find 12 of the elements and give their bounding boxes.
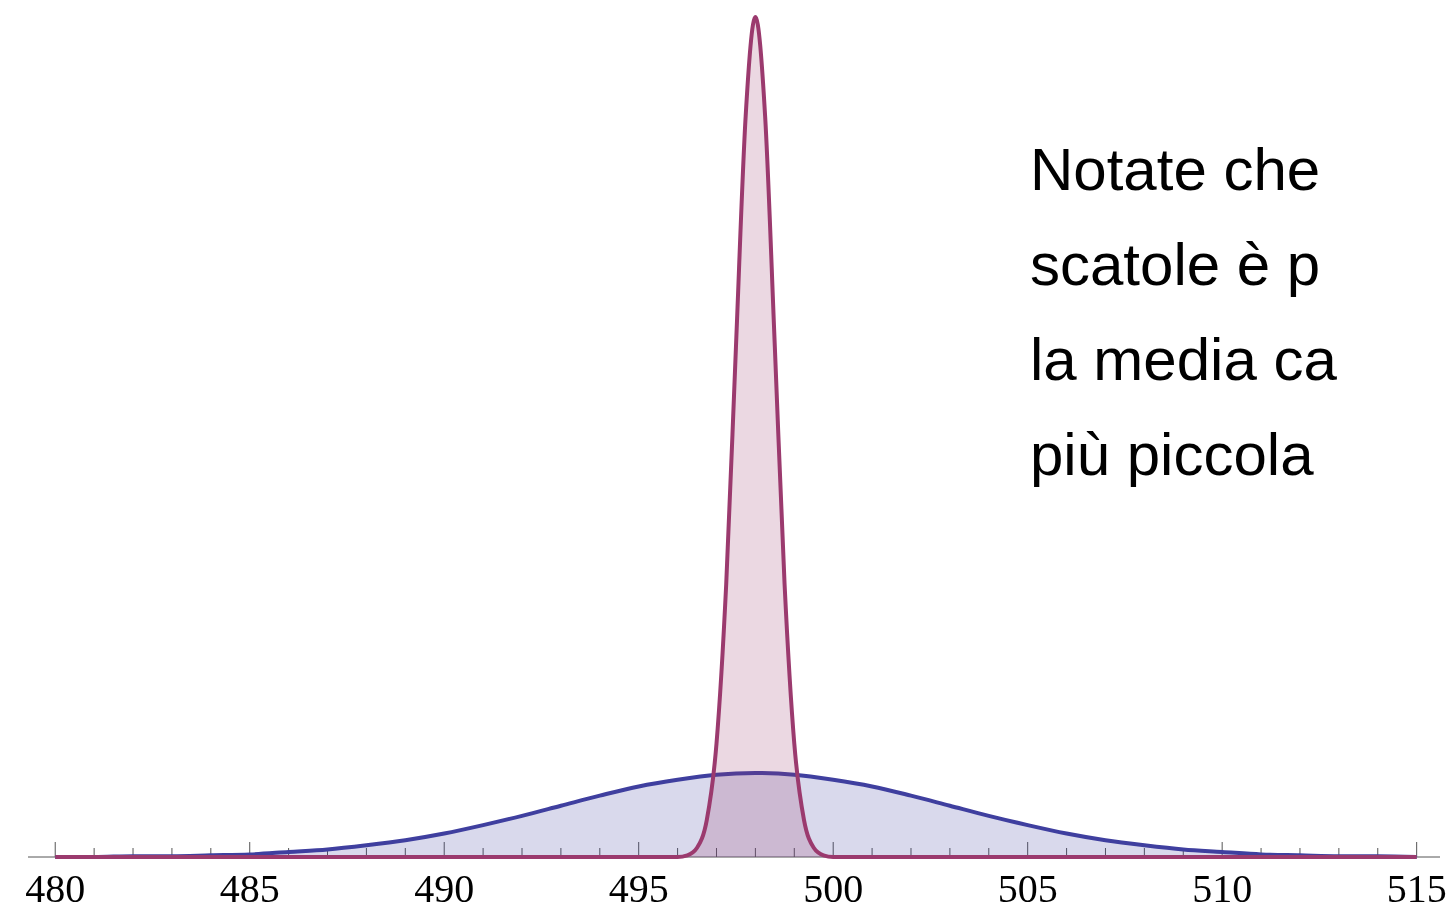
x-tick-label: 480: [25, 866, 86, 909]
annotation: la media ca: [1030, 326, 1338, 393]
annotation: scatole è p: [1030, 231, 1321, 298]
x-tick-label: 515: [1386, 866, 1447, 909]
x-tick-label: 500: [803, 866, 864, 909]
x-tick-label: 510: [1192, 866, 1253, 909]
x-tick-label: 490: [414, 866, 475, 909]
x-tick-label: 495: [608, 866, 669, 909]
annotation: più piccola: [1030, 421, 1315, 488]
annotation: Notate che: [1030, 136, 1321, 203]
x-tick-label: 505: [997, 866, 1058, 909]
x-tick-label: 485: [219, 866, 280, 909]
